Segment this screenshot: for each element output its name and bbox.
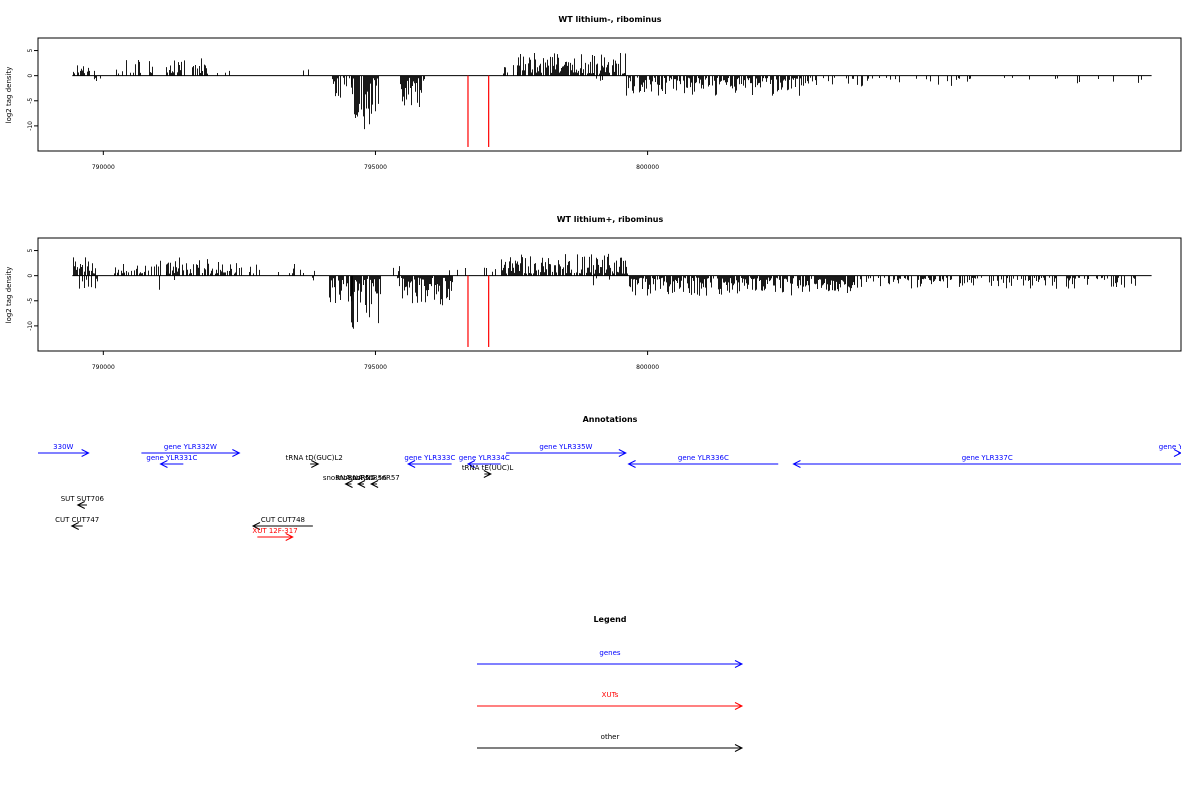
annotation-feature: XUT 12F-317 [252,527,298,541]
track-1-ylabel: log2 tag density [5,67,13,124]
annotation-label: gene YLR336C [678,454,729,462]
annotation-arrow-head [311,460,320,468]
x-tick-label: 795000 [364,164,387,171]
track-2-ylabel: log2 tag density [5,267,13,324]
annotation-label: SUT SUT706 [61,495,105,503]
annotation-feature: snoRNA snR56 [335,474,387,488]
annotation-feature: gene YLR336C [627,454,779,468]
x-tick-label: 800000 [636,164,659,171]
annotation-feature: 330W [38,443,90,457]
track-1-markers [467,75,490,147]
annotation-label: tRNA tD(GUC)L2 [286,454,343,462]
annotation-feature: tRNA tE(UUC)L [462,464,514,478]
annotation-feature: snoRNA snR51 [323,474,374,488]
y-tick-label: 0 [27,74,34,78]
legend-arrow-head [734,744,744,752]
legend-label: genes [599,649,620,657]
annotation-arrow-head [618,449,627,457]
annotation-arrow-head [627,460,636,468]
annotation-feature: CUT CUT747 [55,516,99,530]
annotation-arrow-head [76,501,85,509]
annotation-label: CUT CUT748 [261,516,305,524]
annotation-arrow-head [483,470,492,478]
annotation-arrow-head [159,460,168,468]
annotation-arrow-head [406,460,416,468]
y-tick-label: 0 [27,274,34,278]
legend-panel: Legend genes XUTs other [477,615,744,752]
annotation-feature: tRNA tD(GUC)L2 [286,454,343,468]
y-tick-label: -10 [27,121,34,131]
annotation-label: snoRNA snR57 [348,474,399,482]
annotation-feature: gene YLR33 [1159,443,1200,457]
y-tick-label: -10 [27,321,34,331]
legend-entry: other [477,733,744,752]
annotation-label: tRNA tE(UUC)L [462,464,514,472]
annotation-feature: CUT CUT748 [251,516,313,530]
track-1-axes: 5 0 -5 -10 790000 795000 800000 [27,48,659,171]
annotation-arrow-head [285,533,294,541]
annotation-feature: gene YLR332W [141,443,241,457]
annotation-label: gene YLR337C [962,454,1013,462]
annotation-arrow-head [70,522,79,530]
annotation-feature: gene YLR337C [792,454,1181,468]
track-2-frame [37,237,1182,352]
annotation-label: snoRNA snR56 [335,474,387,482]
annotation-label: gene YLR331C [146,454,197,462]
x-tick-label: 795000 [364,364,387,371]
y-tick-label: 5 [27,248,34,252]
annotation-label: gene YLR33 [1159,443,1200,451]
track-panel-1: WT lithium-, ribominus log2 tag density … [5,15,1182,171]
annotation-label: snoRNA snR51 [323,474,374,482]
annotations-panel: Annotations 330W gene YLR332W gene YLR331C… [38,415,1200,541]
annotation-feature: gene YLR335W [506,443,627,457]
y-tick-label: -5 [27,298,34,304]
annotation-feature: gene YLR334C [459,454,510,468]
legend-label: XUTs [602,691,619,699]
x-tick-label: 790000 [92,364,115,371]
track-2-axes: 5 0 -5 -10 790000 795000 800000 [27,248,659,371]
annotation-arrow-head [81,449,90,457]
track-1-bars [72,53,1152,130]
annotation-label: 330W [53,443,73,451]
track-2-title: WT lithium+, ribominus [557,215,664,224]
annotation-label: gene YLR334C [459,454,510,462]
annotation-arrow-head [344,480,353,488]
legend-title: Legend [593,615,626,624]
annotation-feature: SUT SUT706 [61,495,105,509]
y-tick-label: -5 [27,98,34,104]
annotation-arrow-head [369,480,379,488]
annotation-label: gene YLR333C [404,454,455,462]
track-1-title: WT lithium-, ribominus [558,15,661,24]
annotation-arrow-head [356,480,366,488]
track-panel-2: WT lithium+, ribominus log2 tag density … [5,215,1182,371]
legend-label: other [601,733,620,741]
legend-entry: genes [477,649,744,668]
annotation-arrow-head [251,522,261,530]
annotation-label: gene YLR335W [539,443,592,451]
annotation-label: CUT CUT747 [55,516,99,524]
track-1-frame [37,37,1182,152]
legend-entries: genes XUTs other [477,649,744,752]
track-2-markers [467,275,490,347]
x-tick-label: 800000 [636,364,659,371]
annotation-arrow-head [792,460,801,468]
x-tick-label: 790000 [92,164,115,171]
annotation-features: 330W gene YLR332W gene YLR331C gene YLR333C… [38,443,1200,541]
annotation-label: XUT 12F-317 [252,527,297,535]
annotation-arrow-head [466,460,476,468]
annotation-label: gene YLR332W [164,443,217,451]
legend-arrow-head [734,702,744,710]
annotation-feature: snoRNA snR57 [348,474,400,488]
y-tick-label: 5 [27,48,34,52]
annotation-arrow-head [1173,449,1181,457]
track-2-bars [72,253,1152,329]
annotations-title: Annotations [583,415,638,424]
annotation-arrow-head [232,449,241,457]
legend-arrow-head [734,660,744,668]
annotation-feature: gene YLR331C [146,454,198,468]
legend-entry: XUTs [477,691,744,710]
annotation-feature: gene YLR333C [404,454,455,468]
